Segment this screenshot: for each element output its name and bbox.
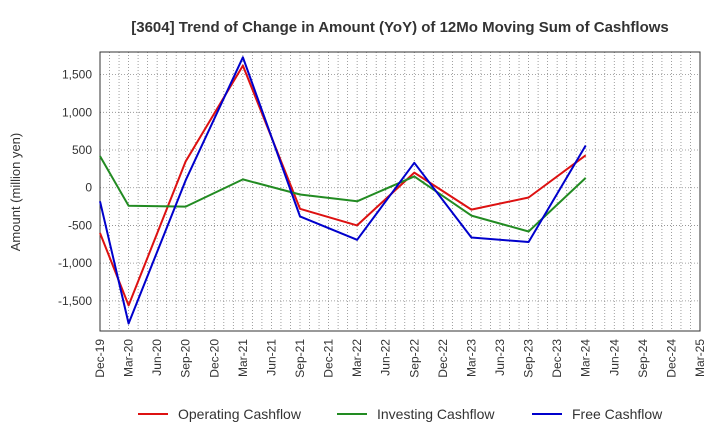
x-tick-label: Sep-23: [522, 339, 536, 378]
y-axis-ticks: -1,500 -1,000 -500 0 500 1,000 1,500: [58, 68, 92, 308]
legend-label: Investing Cashflow: [377, 406, 495, 422]
x-tick-label: Sep-21: [293, 339, 307, 378]
x-tick-label: Dec-22: [436, 339, 450, 378]
legend-label: Free Cashflow: [572, 406, 663, 422]
series-lines: [99, 56, 587, 325]
chart-title: [3604] Trend of Change in Amount (YoY) o…: [131, 19, 669, 36]
x-tick-label: Dec-19: [93, 339, 107, 378]
x-axis-ticks: Dec-19 Mar-20 Jun-20 Sep-20 Dec-20 Mar-21 Jun-…: [93, 339, 707, 378]
y-tick-label: 1,000: [62, 105, 92, 119]
y-tick-label: 500: [72, 143, 92, 157]
x-tick-label: Mar-21: [236, 339, 250, 377]
x-tick-label: Jun-23: [493, 339, 507, 376]
y-tick-label: -500: [68, 218, 92, 232]
x-tick-label: Dec-21: [322, 339, 336, 378]
grid-lines: [99, 52, 701, 331]
x-tick-label: Mar-20: [122, 339, 136, 377]
x-tick-label: Jun-21: [264, 339, 278, 376]
x-tick-label: Mar-23: [464, 339, 478, 377]
legend-label: Operating Cashflow: [178, 406, 302, 422]
x-tick-label: Dec-20: [207, 339, 221, 378]
x-tick-label: Mar-24: [579, 339, 593, 377]
y-tick-label: -1,500: [58, 294, 92, 308]
plot-frame: [99, 51, 701, 332]
x-tick-label: Sep-24: [636, 339, 650, 378]
x-tick-label: Jun-24: [607, 339, 621, 376]
x-tick-label: Sep-20: [179, 339, 193, 378]
series-line-operating-cashflow: [99, 64, 587, 307]
x-tick-label: Dec-24: [664, 339, 678, 378]
y-tick-label: 0: [85, 181, 92, 195]
x-tick-label: Mar-22: [350, 339, 364, 377]
y-tick-label: 1,500: [62, 68, 92, 82]
x-tick-label: Mar-25: [693, 339, 707, 377]
legend: Operating Cashflow Investing Cashflow Free…: [138, 406, 663, 422]
y-axis-label: Amount (million yen): [8, 133, 23, 252]
series-line-investing-cashflow: [99, 155, 587, 233]
x-tick-label: Dec-23: [550, 339, 564, 378]
x-tick-label: Jun-20: [150, 339, 164, 376]
series-line-free-cashflow: [99, 56, 587, 325]
x-tick-label: Sep-22: [407, 339, 421, 378]
x-tick-label: Jun-22: [379, 339, 393, 376]
y-tick-label: -1,000: [58, 256, 92, 270]
